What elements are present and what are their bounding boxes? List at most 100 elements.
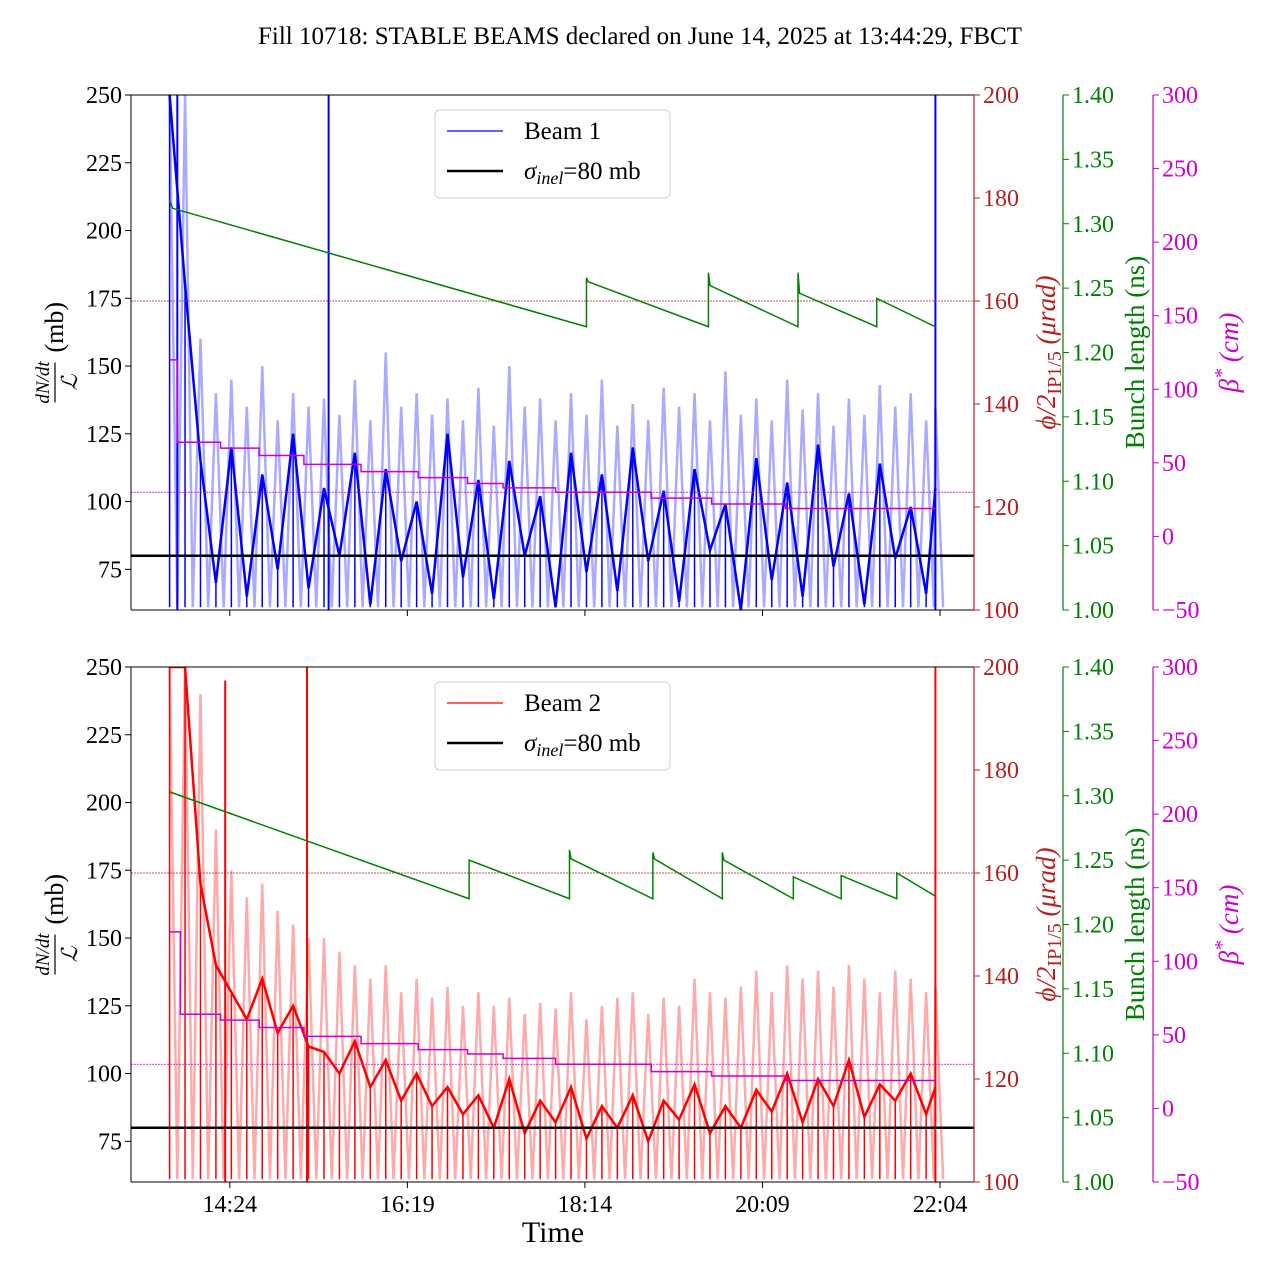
beam-envelope-line (168, 95, 945, 608)
svg-text:β* (cm): β* (cm) (1211, 885, 1244, 966)
bunch-length-tick-label: 1.20 (1072, 913, 1114, 939)
plot-area (131, 95, 974, 610)
beta-star-tick-label: 50 (1162, 451, 1186, 477)
legend: Beam 1 σinel=80 mb (434, 109, 671, 199)
legend-sigma-label: σinel=80 mb (524, 158, 641, 188)
beta-star-tick-label: 100 (1162, 377, 1198, 403)
y-tick-label: 200 (86, 791, 122, 817)
beta-star-tick-label: −50 (1162, 1170, 1200, 1196)
bunch-length-axis-label: Bunch length (ns) (1120, 828, 1150, 1021)
y-label-numerator: dN/dt (33, 933, 54, 976)
beta-star-tick-label: 200 (1162, 230, 1198, 256)
x-tick-label: 18:14 (558, 1192, 613, 1218)
crossing-angle-tick-label: 180 (983, 186, 1019, 212)
plot-area (131, 667, 974, 1182)
y-label-denominator: ℒ (57, 945, 82, 962)
crossing-angle-tick-label: 200 (983, 655, 1019, 681)
bunch-length-tick-label: 1.30 (1072, 784, 1114, 810)
crossing-angle-axis-label: ϕ/2IP1/5 (μrad) (1031, 275, 1066, 429)
y-tick-label: 75 (98, 1129, 122, 1155)
beta-star-axis-label: β* (cm) (1211, 885, 1244, 966)
bunch-length-tick-label: 1.40 (1072, 655, 1114, 681)
y-tick-label: 150 (86, 354, 122, 380)
bunch-length-tick-label: 1.10 (1072, 469, 1114, 495)
panel-2: 75 100 125 150 175 200 225 250 100 120 140 160 180 20… (33, 655, 1244, 1218)
crossing-angle-tick-label: 200 (983, 83, 1019, 109)
crossing-angle-tick-label: 100 (983, 598, 1019, 624)
bunch-length-tick-label: 1.00 (1072, 1170, 1114, 1196)
beam-envelope-line (168, 667, 945, 1180)
y-tick-label: 250 (86, 655, 122, 681)
y-tick-label: 225 (86, 723, 122, 749)
crossing-angle-tick-label: 160 (983, 861, 1019, 887)
y-label-unit: (mb) (40, 874, 69, 925)
crossing-angle-tick-label: 120 (983, 1067, 1019, 1093)
y-tick-label: 175 (86, 286, 122, 312)
crossing-angle-tick-label: 180 (983, 758, 1019, 784)
beta-star-tick-label: 0 (1162, 524, 1174, 550)
bunch-length-axis-label: Bunch length (ns) (1120, 256, 1150, 449)
legend: Beam 2 σinel=80 mb (434, 681, 671, 771)
bunch-length-tick-label: 1.15 (1072, 977, 1114, 1003)
bunch-length-tick-label: 1.05 (1072, 1106, 1114, 1132)
legend-box (434, 109, 671, 199)
chart-title: Fill 10718: STABLE BEAMS declared on Jun… (258, 23, 1022, 50)
svg-text:ϕ/2IP1/5 (μrad): ϕ/2IP1/5 (μrad) (1031, 275, 1066, 429)
x-tick-label: 20:09 (735, 1192, 790, 1218)
crossing-angle-tick-label: 120 (983, 495, 1019, 521)
beta-star-tick-label: 300 (1162, 655, 1198, 681)
bunch-length-tick-label: 1.00 (1072, 598, 1114, 624)
bunch-length-tick-label: 1.05 (1072, 534, 1114, 560)
beta-star-tick-label: −50 (1162, 598, 1200, 624)
svg-text:ϕ/2IP1/5 (μrad): ϕ/2IP1/5 (μrad) (1031, 847, 1066, 1001)
y-tick-label: 75 (98, 557, 122, 583)
beta-star-tick-label: 250 (1162, 729, 1198, 755)
beta-star-tick-label: 250 (1162, 157, 1198, 183)
beta-star-line (169, 931, 936, 1082)
beta-star-tick-label: 100 (1162, 949, 1198, 975)
bunch-length-tick-label: 1.40 (1072, 83, 1114, 109)
y-tick-label: 100 (86, 1062, 122, 1088)
y-axis-label: dN/dt ℒ (mb) (33, 874, 82, 976)
beta-star-tick-label: 200 (1162, 802, 1198, 828)
bunch-length-tick-label: 1.35 (1072, 719, 1114, 745)
bunch-length-tick-label: 1.25 (1072, 276, 1114, 302)
x-axis-label: Time (522, 1216, 584, 1249)
bunch-length-tick-label: 1.10 (1072, 1041, 1114, 1067)
bunch-length-line (169, 791, 936, 901)
beta-star-tick-label: 150 (1162, 304, 1198, 330)
bunch-length-line (168, 200, 936, 328)
beta-star-tick-label: 50 (1162, 1023, 1186, 1049)
legend-beam-label: Beam 2 (524, 690, 601, 717)
beam-ratio-line (168, 95, 937, 610)
y-label-numerator: dN/dt (33, 361, 54, 404)
svg-text:β* (cm): β* (cm) (1211, 313, 1244, 394)
x-tick-label: 16:19 (380, 1192, 435, 1218)
crossing-angle-tick-label: 100 (983, 1170, 1019, 1196)
svg-text:Bunch length (ns): Bunch length (ns) (1120, 828, 1150, 1021)
beta-star-tick-label: 0 (1162, 1096, 1174, 1122)
y-tick-label: 100 (86, 490, 122, 516)
y-tick-label: 125 (86, 994, 122, 1020)
y-tick-label: 125 (86, 422, 122, 448)
x-tick-label: 22:04 (913, 1192, 968, 1218)
y-tick-label: 175 (86, 858, 122, 884)
bunch-length-tick-label: 1.30 (1072, 212, 1114, 238)
y-label-unit: (mb) (40, 302, 69, 353)
y-tick-label: 225 (86, 151, 122, 177)
panel-1: 75 100 125 150 175 200 225 250 100 120 140 160 180 20… (33, 83, 1244, 624)
y-tick-label: 150 (86, 926, 122, 952)
legend-box (434, 681, 671, 771)
svg-text:Bunch length (ns): Bunch length (ns) (1120, 256, 1150, 449)
legend-sigma-label: σinel=80 mb (524, 730, 641, 760)
crossing-angle-tick-label: 160 (983, 289, 1019, 315)
y-tick-label: 200 (86, 219, 122, 245)
beta-star-line (169, 359, 936, 510)
y-label-denominator: ℒ (57, 373, 82, 390)
y-tick-label: 250 (86, 83, 122, 109)
x-tick-label: 14:24 (202, 1192, 257, 1218)
crossing-angle-tick-label: 140 (983, 392, 1019, 418)
legend-beam-label: Beam 1 (524, 118, 601, 145)
crossing-angle-axis-label: ϕ/2IP1/5 (μrad) (1031, 847, 1066, 1001)
bunch-length-tick-label: 1.15 (1072, 405, 1114, 431)
